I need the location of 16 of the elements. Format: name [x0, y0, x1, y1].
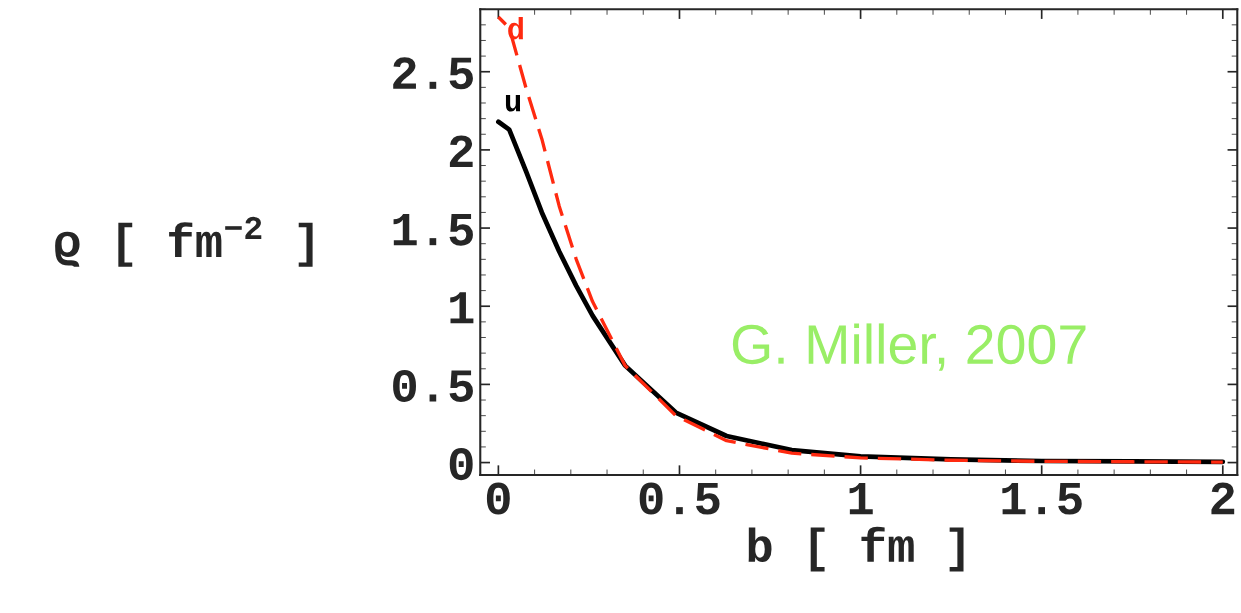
x-tick-label: 1 — [849, 483, 873, 515]
x-tick-label: 0 — [486, 482, 510, 515]
y-tick-label: 0 — [449, 448, 473, 481]
y-tick-label: 0.5 — [393, 369, 473, 402]
line-series — [496, 15, 1225, 464]
series-label: u — [505, 95, 521, 112]
x-tick-label: 2 — [1211, 482, 1235, 515]
y-axis-title: ϱ [ fm$^{−2}$ ] — [55, 216, 313, 267]
x-axis-title: b [ fm ] — [748, 526, 964, 572]
annotation: G. Miller, 2007 — [732, 323, 1086, 371]
y-tick-label: 2.5 — [393, 57, 473, 90]
x-tick-label: 0.5 — [639, 482, 720, 515]
y-tick-label: 1.5 — [393, 214, 473, 246]
y-tick-label: 1 — [450, 292, 474, 324]
x-tick-label: 1.5 — [1002, 483, 1082, 515]
y-tick-label: 2 — [449, 135, 473, 168]
